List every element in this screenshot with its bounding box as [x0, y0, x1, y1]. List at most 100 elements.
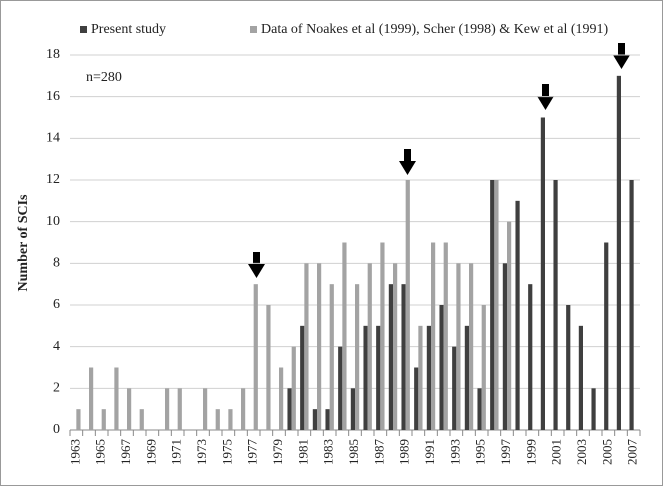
y-tick-label: 2: [53, 381, 60, 396]
bar: [215, 409, 220, 430]
y-tick-label: 4: [53, 339, 60, 354]
bar: [540, 117, 545, 430]
y-tick-label: 16: [46, 89, 60, 104]
bar: [380, 242, 385, 430]
y-tick-label: 18: [46, 47, 60, 62]
bar: [325, 409, 330, 430]
bar: [418, 325, 423, 430]
bar: [507, 221, 512, 430]
bar: [616, 75, 621, 430]
x-tick-label: 1981: [295, 439, 310, 465]
bar: [376, 325, 381, 430]
legend-swatch: [80, 26, 87, 33]
bar: [469, 263, 474, 430]
x-tick-label: 1967: [118, 439, 133, 466]
y-tick-label: 10: [46, 214, 60, 229]
y-axis-title: Number of SCIs: [16, 194, 31, 292]
y-tick-label: 12: [46, 172, 60, 187]
bar: [304, 263, 309, 430]
arrow: [399, 149, 416, 175]
bar: [502, 263, 507, 430]
bar: [350, 388, 355, 430]
bar: [241, 388, 246, 430]
x-tick-label: 2003: [574, 439, 589, 465]
bar: [317, 263, 322, 430]
bar: [464, 325, 469, 430]
x-tick-label: 2001: [549, 439, 564, 465]
bar: [127, 388, 132, 430]
bar: [139, 409, 144, 430]
bar: [266, 305, 271, 430]
x-tick-label: 1969: [143, 439, 158, 465]
x-tick-label: 1963: [67, 439, 82, 465]
bar: [312, 409, 317, 430]
bar: [393, 263, 398, 430]
bar: [604, 242, 609, 430]
arrow: [613, 43, 630, 69]
x-tick-label: 1973: [194, 439, 209, 465]
bar: [414, 367, 419, 430]
arrow: [248, 252, 265, 278]
x-tick-label: 2007: [625, 439, 640, 466]
bar: [566, 305, 571, 430]
x-tick-label: 1965: [93, 439, 108, 465]
bar: [591, 388, 596, 430]
bar: [553, 180, 558, 430]
bar: [528, 284, 533, 430]
bar: [439, 305, 444, 430]
x-tick-label: 1995: [473, 439, 488, 465]
bar: [629, 180, 634, 430]
y-tick-label: 8: [53, 256, 60, 271]
bar: [228, 409, 233, 430]
legend-label: Present study: [91, 22, 166, 37]
x-tick-label: 1999: [523, 439, 538, 465]
bar: [426, 325, 431, 430]
bar: [477, 388, 482, 430]
bar: [300, 325, 305, 430]
bar: [291, 346, 296, 430]
bar: [165, 388, 170, 430]
bar: [494, 180, 499, 430]
x-tick-label: 1993: [447, 439, 462, 465]
bar: [279, 367, 284, 430]
annotation: n=280: [86, 70, 122, 85]
bar: [481, 305, 486, 430]
x-tick-label: 1975: [219, 439, 234, 465]
bar: [452, 346, 457, 430]
bar: [342, 242, 347, 430]
bar: [515, 200, 520, 430]
y-tick-label: 6: [53, 297, 60, 312]
bar: [367, 263, 372, 430]
x-tick-label: 1991: [422, 439, 437, 465]
x-tick-label: 1983: [321, 439, 336, 465]
bar: [338, 346, 343, 430]
y-tick-label: 0: [53, 422, 60, 437]
bar: [363, 325, 368, 430]
bar: [101, 409, 106, 430]
bar: [114, 367, 119, 430]
bar: [431, 242, 436, 430]
y-tick-label: 14: [46, 131, 60, 146]
bar: [76, 409, 81, 430]
x-tick-label: 1985: [346, 439, 361, 465]
bar: [89, 367, 94, 430]
bar: [253, 284, 258, 430]
bar: [203, 388, 208, 430]
bar: [355, 284, 360, 430]
x-tick-label: 1997: [498, 439, 513, 466]
x-tick-label: 1989: [397, 439, 412, 465]
bar: [578, 325, 583, 430]
legend-swatch: [250, 26, 257, 33]
legend-label: Data of Noakes et al (1999), Scher (1998…: [261, 22, 609, 37]
bar: [329, 284, 334, 430]
bar: [287, 388, 292, 430]
x-tick-label: 1977: [245, 439, 260, 466]
bar: [388, 284, 393, 430]
bar: [490, 180, 495, 430]
x-tick-label: 2005: [599, 439, 614, 465]
bar: [401, 284, 406, 430]
x-tick-label: 1979: [270, 439, 285, 465]
bar: [405, 180, 410, 430]
x-tick-label: 1987: [371, 439, 386, 466]
